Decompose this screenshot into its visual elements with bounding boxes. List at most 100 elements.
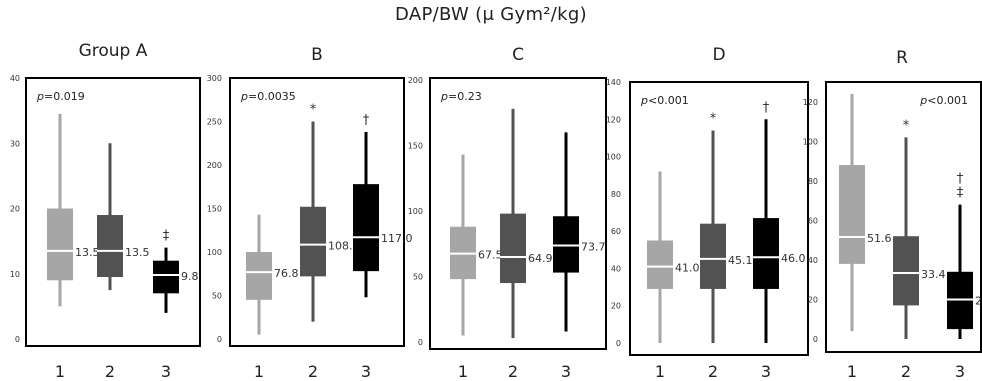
median-label-2: 13.5 (125, 246, 150, 259)
panel-title: Group A (79, 41, 148, 61)
x-category-label: 1 (55, 362, 65, 381)
panel-title: D (712, 45, 725, 65)
box-3 (353, 184, 379, 272)
p-value-label: p=0.0035 (240, 90, 296, 103)
median-label-2: 64.9 (528, 252, 553, 265)
box-2 (300, 206, 326, 277)
y-tick-label: 100 (803, 137, 818, 146)
x-category-label: 1 (847, 362, 857, 381)
box-2 (893, 236, 919, 306)
box-1 (647, 240, 673, 289)
median-label-1: 41.0 (675, 262, 700, 275)
panel-title: R (896, 48, 908, 68)
box-3 (153, 260, 179, 294)
box-2 (97, 215, 123, 278)
box-3 (753, 218, 779, 289)
panel-title: B (311, 45, 323, 65)
y-tick-label: 10 (10, 270, 20, 279)
panel-frame (629, 81, 809, 356)
y-tick-label: 60 (808, 216, 818, 225)
box-1 (839, 165, 865, 264)
y-tick-label: 100 (606, 153, 621, 162)
x-category-label: 3 (955, 362, 965, 381)
median-label-3: 20 (975, 294, 982, 307)
median-label-3: 9.8 (181, 270, 199, 283)
panel-5: R 0 20 40 60 80 100 120 p<0.001 51.6 1 33.4 * 2 20 †‡ 3 (803, 48, 982, 381)
y-tick-label: 120 (803, 98, 818, 107)
median-label-2: 45.1 (728, 254, 753, 267)
box-3 (553, 216, 579, 273)
y-tick-label: 60 (611, 227, 621, 236)
p-value-label: p=0.23 (440, 90, 482, 103)
y-tick-label: 50 (413, 273, 423, 282)
x-category-label: 2 (508, 362, 518, 381)
median-label-1: 67.5 (478, 249, 503, 262)
p-value-label: p<0.001 (919, 94, 968, 107)
x-category-label: 2 (708, 362, 718, 381)
p-value-label: p=0.019 (36, 90, 85, 103)
panel-4: D 0 20 40 60 80 100 120 140 p<0.001 41.0 1 45.1 * 2 46.… (606, 45, 809, 381)
y-tick-label: 300 (207, 74, 222, 83)
x-category-label: 1 (458, 362, 468, 381)
box-1 (246, 252, 272, 300)
y-tick-label: 40 (10, 74, 20, 83)
significance-mark: ‡ (163, 229, 170, 244)
significance-mark: * (903, 118, 910, 133)
y-tick-label: 0 (217, 335, 222, 344)
panel-frame (825, 81, 982, 353)
y-tick-label: 20 (808, 295, 818, 304)
significance-mark: † (763, 100, 770, 115)
median-label-2: 33.4 (921, 268, 946, 281)
panel-frame (25, 77, 201, 347)
x-category-label: 2 (308, 362, 318, 381)
y-tick-label: 120 (606, 115, 621, 124)
y-tick-label: 0 (616, 339, 621, 348)
median-label-3: 46.0 (781, 252, 806, 265)
panel-3: C 0 50 100 150 200 p=0.23 67.5 1 64.9 2 73.7 3 (408, 45, 607, 381)
significance-mark: * (710, 111, 717, 126)
median-label-3: 73.7 (581, 240, 606, 253)
y-tick-label: 50 (212, 292, 222, 301)
x-category-label: 2 (105, 362, 115, 381)
significance-mark: ‡ (957, 186, 964, 201)
median-label-2: 108.5 (328, 240, 360, 253)
y-tick-label: 20 (10, 205, 20, 214)
significance-mark: † (363, 113, 370, 128)
y-tick-label: 80 (611, 190, 621, 199)
box-1 (47, 208, 73, 281)
panel-1: Group A 0 10 20 30 40 p=0.019 13.5 1 13.5 2 9.8 ‡ 3 (10, 41, 201, 381)
y-tick-label: 200 (207, 161, 222, 170)
y-tick-label: 0 (15, 335, 20, 344)
box-2 (500, 213, 526, 284)
p-value-label: p<0.001 (640, 94, 689, 107)
significance-mark: † (957, 172, 964, 187)
y-tick-label: 140 (606, 78, 621, 87)
panel-title: C (512, 45, 524, 65)
x-category-label: 2 (901, 362, 911, 381)
x-category-label: 1 (655, 362, 665, 381)
y-tick-label: 40 (611, 264, 621, 273)
x-category-label: 3 (161, 362, 171, 381)
y-tick-label: 0 (418, 338, 423, 347)
median-label-3: 117.0 (381, 232, 413, 245)
significance-mark: * (310, 103, 317, 118)
y-tick-label: 150 (408, 142, 423, 151)
median-label-1: 76.8 (274, 267, 299, 280)
y-tick-label: 80 (808, 177, 818, 186)
panel-2: B 0 50 100 150 200 250 300 p=0.0035 76.8 1 108.5 * 2 1… (207, 45, 413, 381)
y-tick-label: 40 (808, 256, 818, 265)
y-tick-label: 100 (408, 207, 423, 216)
y-tick-label: 150 (207, 205, 222, 214)
panel-frame (229, 77, 405, 347)
panel-frame (429, 77, 607, 350)
figure-title: DAP/BW (μ Gym²/kg) (395, 4, 587, 25)
y-tick-label: 250 (207, 118, 222, 127)
y-tick-label: 30 (10, 139, 20, 148)
median-label-1: 13.5 (75, 246, 100, 259)
y-tick-label: 200 (408, 76, 423, 85)
y-tick-label: 100 (207, 248, 222, 257)
median-label-1: 51.6 (867, 232, 892, 245)
x-category-label: 3 (561, 362, 571, 381)
